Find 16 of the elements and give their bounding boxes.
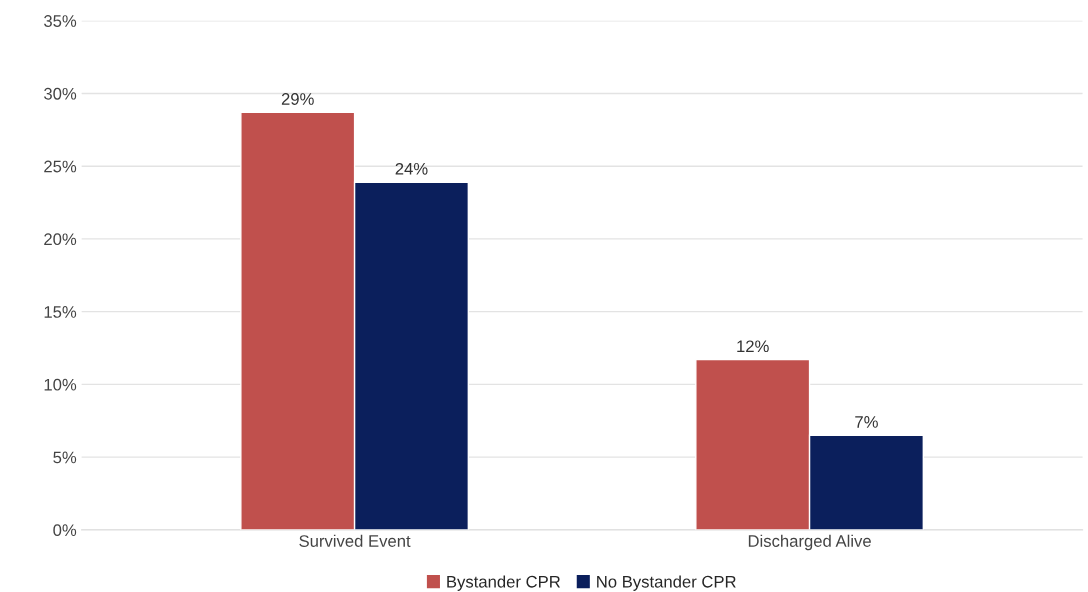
legend-label: No Bystander CPR: [597, 575, 736, 591]
y-tick-label: 25%: [44, 160, 77, 173]
data-label: 12%: [737, 340, 769, 353]
y-tick-label: 35%: [44, 15, 77, 27]
data-label: 24%: [395, 162, 428, 175]
x-tick-label: Survived Event: [299, 534, 411, 547]
y-tick-label: 5%: [53, 451, 77, 464]
legend-label: Bystander CPR: [447, 575, 561, 591]
data-label: 7%: [855, 416, 878, 428]
y-tick-label: 30%: [44, 87, 77, 100]
y-tick-label: 10%: [44, 378, 77, 391]
y-tick-label: 0%: [53, 524, 77, 537]
data-label: 29%: [281, 93, 314, 105]
y-tick-label: 20%: [44, 233, 77, 246]
x-tick-label: Discharged Alive: [748, 534, 871, 551]
y-tick-label: 15%: [44, 306, 77, 318]
